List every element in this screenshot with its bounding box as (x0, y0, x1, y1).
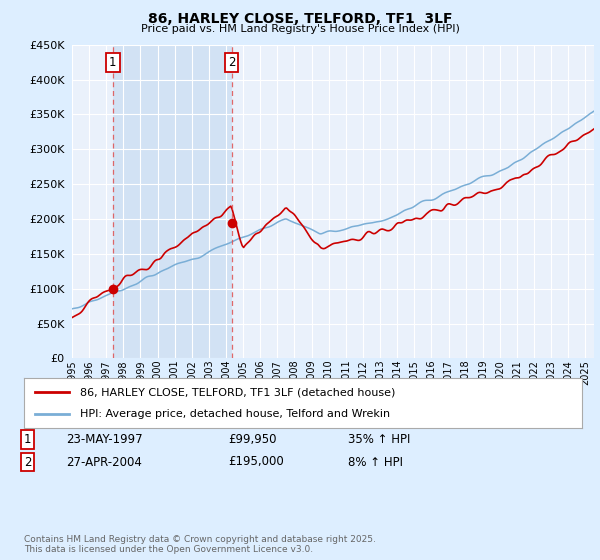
Text: 1: 1 (109, 56, 116, 69)
Text: 2: 2 (24, 455, 32, 469)
Text: £195,000: £195,000 (228, 455, 284, 469)
Text: Contains HM Land Registry data © Crown copyright and database right 2025.
This d: Contains HM Land Registry data © Crown c… (24, 535, 376, 554)
Text: Price paid vs. HM Land Registry's House Price Index (HPI): Price paid vs. HM Land Registry's House … (140, 24, 460, 34)
Text: 27-APR-2004: 27-APR-2004 (66, 455, 142, 469)
Text: 2: 2 (228, 56, 235, 69)
Text: 86, HARLEY CLOSE, TELFORD, TF1  3LF: 86, HARLEY CLOSE, TELFORD, TF1 3LF (148, 12, 452, 26)
Text: 35% ↑ HPI: 35% ↑ HPI (348, 433, 410, 446)
Text: 8% ↑ HPI: 8% ↑ HPI (348, 455, 403, 469)
Bar (113, 45, 232, 358)
Text: 23-MAY-1997: 23-MAY-1997 (66, 433, 143, 446)
Text: 1: 1 (24, 433, 32, 446)
Text: HPI: Average price, detached house, Telford and Wrekin: HPI: Average price, detached house, Telf… (80, 409, 390, 419)
Text: £99,950: £99,950 (228, 433, 277, 446)
Text: 86, HARLEY CLOSE, TELFORD, TF1 3LF (detached house): 86, HARLEY CLOSE, TELFORD, TF1 3LF (deta… (80, 387, 395, 397)
